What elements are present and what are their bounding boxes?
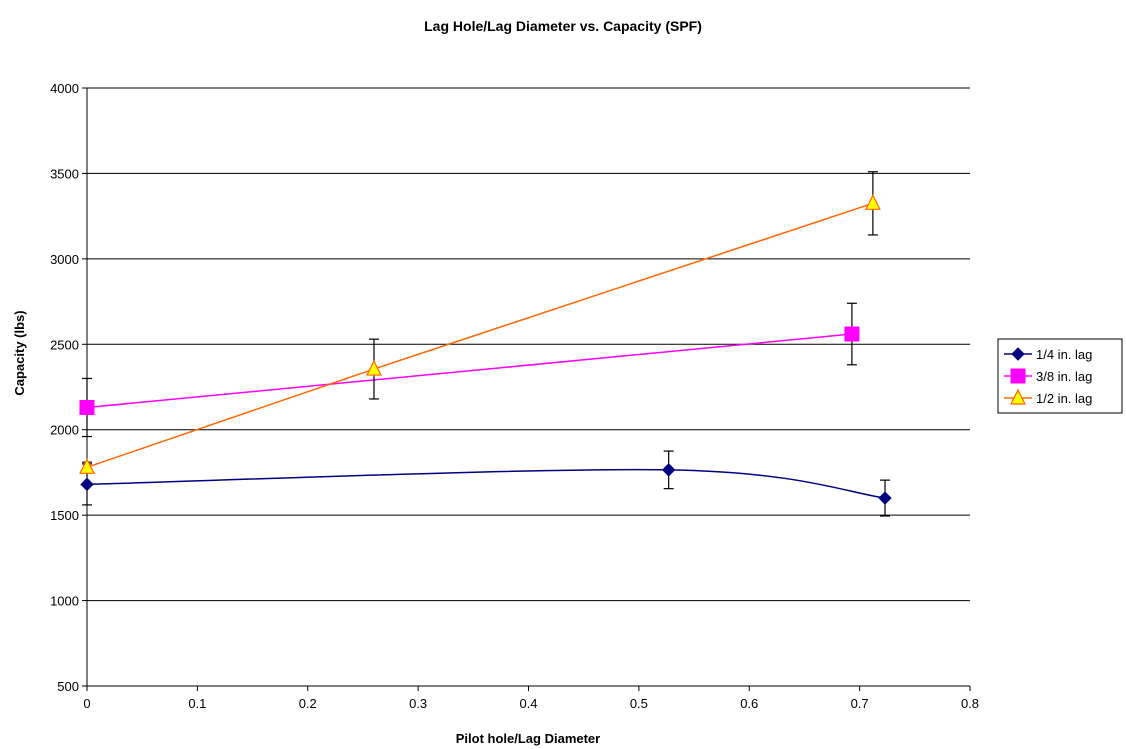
legend-label: 1/2 in. lag xyxy=(1036,391,1092,406)
series-line xyxy=(86,468,886,499)
data-point xyxy=(366,359,382,376)
legend-marker xyxy=(1010,368,1026,384)
data-point xyxy=(79,457,95,474)
data-point xyxy=(878,491,892,505)
x-tick-label: 0.1 xyxy=(188,696,206,711)
y-tick-label: 2000 xyxy=(50,423,79,438)
legend-label: 1/4 in. lag xyxy=(1036,347,1092,362)
legend-marker xyxy=(1010,388,1026,405)
y-tick-label: 3000 xyxy=(50,252,79,267)
x-tick-label: 0.6 xyxy=(740,696,758,711)
data-point xyxy=(844,326,860,342)
y-tick-label: 500 xyxy=(57,679,79,694)
legend: 1/4 in. lag 3/8 in. lag 1/2 in. lag xyxy=(997,338,1123,414)
x-tick-label: 0.2 xyxy=(299,696,317,711)
y-axis-title: Capacity (lbs) xyxy=(12,310,27,395)
y-tick-label: 3500 xyxy=(50,166,79,181)
x-tick-label: 0.5 xyxy=(630,696,648,711)
x-tick-label: 0.4 xyxy=(519,696,537,711)
x-tick-label: 0.7 xyxy=(851,696,869,711)
gridlines xyxy=(87,87,970,602)
x-tick-label: 0 xyxy=(83,696,90,711)
x-tick-label: 0.8 xyxy=(961,696,979,711)
data-point xyxy=(79,400,95,416)
y-tick-labels: 500 1000 1500 2000 2500 3000 3500 4000 xyxy=(50,81,79,694)
series-3 xyxy=(79,171,881,474)
data-point xyxy=(80,477,94,492)
y-tick-label: 1500 xyxy=(50,508,79,523)
series-2 xyxy=(79,302,860,438)
x-tick-labels: 0 0.1 0.2 0.3 0.4 0.5 0.6 0.7 0.8 xyxy=(83,696,979,711)
legend-label: 3/8 in. lag xyxy=(1036,369,1092,384)
series-1 xyxy=(80,450,892,517)
x-tick-label: 0.3 xyxy=(409,696,427,711)
data-point xyxy=(864,193,881,210)
y-tick-label: 1000 xyxy=(50,594,79,609)
legend-marker xyxy=(1011,347,1025,361)
y-tick-label: 2500 xyxy=(50,337,79,352)
series-line xyxy=(86,202,874,469)
series-layer xyxy=(79,171,892,517)
x-axis-title: Pilot hole/Lag Diameter xyxy=(456,731,600,746)
chart-title: Lag Hole/Lag Diameter vs. Capacity (SPF) xyxy=(424,18,702,34)
data-point xyxy=(661,463,676,477)
y-tick-label: 4000 xyxy=(50,81,79,96)
series-line xyxy=(86,333,852,409)
